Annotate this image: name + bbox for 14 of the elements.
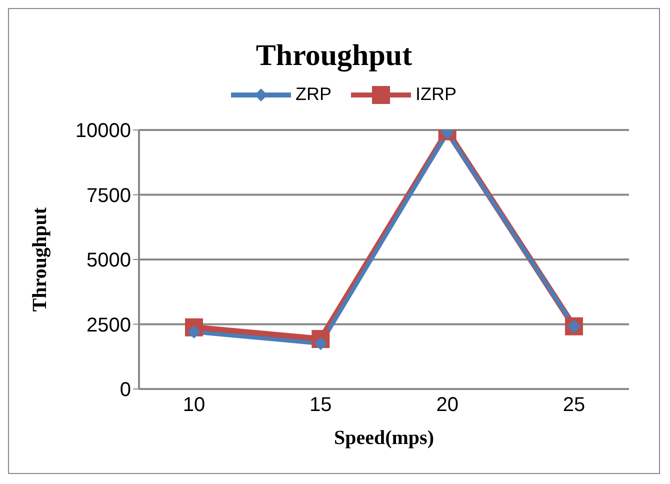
x-tick-label: 10	[182, 394, 206, 416]
x-tick-label: 15	[310, 394, 332, 416]
legend-label: ZRP	[295, 84, 332, 105]
y-tick-label: 7500	[86, 184, 131, 207]
legend-label: IZRP	[415, 84, 456, 105]
x-axis-title: Speed(mps)	[334, 427, 434, 449]
y-axis-title: Throughput	[29, 207, 52, 312]
y-tick-label: 2500	[86, 314, 131, 336]
chart-title: Throughput	[254, 39, 414, 73]
x-tick-label: 20	[436, 394, 458, 416]
y-tick-label: 5000	[86, 250, 131, 272]
y-tick-label: 0	[120, 379, 131, 402]
x-tick-label: 25	[562, 394, 586, 416]
y-tick-label: 10000	[75, 120, 131, 142]
